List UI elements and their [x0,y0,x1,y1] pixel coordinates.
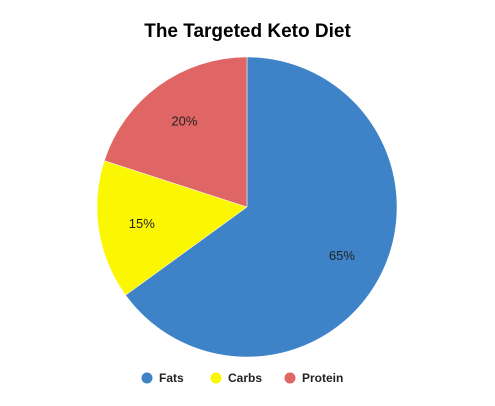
legend-item-fats: Fats [141,371,184,385]
legend-item-protein: Protein [284,371,343,385]
legend-swatch-carbs [210,372,222,384]
legend-item-carbs: Carbs [210,371,262,385]
slice-label-carbs: 15% [129,216,155,231]
slice-label-fats: 65% [329,248,355,263]
legend-label-carbs: Carbs [228,371,262,385]
pie-slice-carbs [96,160,248,296]
slice-label-protein: 20% [171,113,197,128]
legend-swatch-fats [141,372,153,384]
pie-slice-protein [104,56,248,208]
legend-swatch-protein [284,372,296,384]
pie-slice-fats [125,56,398,358]
chart-title: The Targeted Keto Diet [144,21,351,42]
legend-label-fats: Fats [159,371,184,385]
legend-label-protein: Protein [302,371,343,385]
